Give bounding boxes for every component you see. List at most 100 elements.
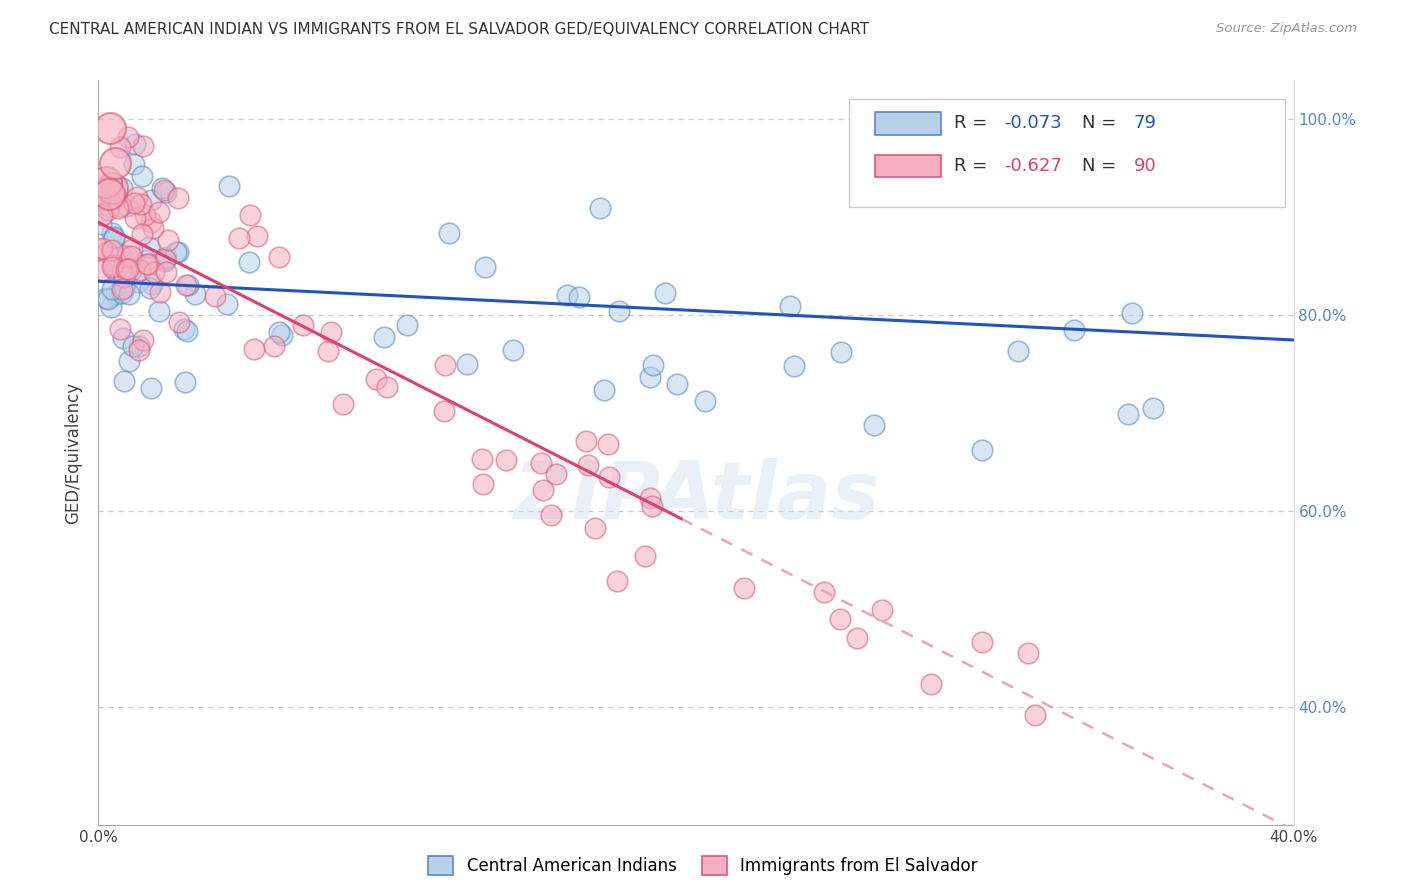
Point (530, 456, 553, 470)
Text: R =: R = (955, 114, 993, 133)
Point (173, 376, 195, 390)
Point (596, 437, 619, 451)
Point (132, 333, 155, 347)
Text: N =: N = (1083, 157, 1122, 175)
Point (316, 343, 339, 358)
Point (118, 353, 141, 368)
Point (153, 252, 176, 266)
Point (830, 344, 852, 359)
Point (217, 297, 239, 311)
Point (239, 208, 262, 222)
Point (91, 241, 114, 255)
Point (108, 140, 131, 154)
Point (654, 286, 676, 301)
Point (117, 129, 139, 144)
Point (98, 186, 121, 200)
Point (173, 321, 195, 335)
Point (90, 190, 112, 204)
Point (246, 228, 269, 243)
Point (972, 442, 994, 457)
Point (115, 275, 138, 289)
Point (111, 264, 134, 278)
Point (218, 178, 240, 193)
Point (128, 343, 150, 358)
Point (167, 191, 190, 205)
Point (107, 201, 129, 215)
Point (167, 314, 190, 328)
Point (115, 249, 138, 263)
Point (120, 248, 142, 262)
Point (693, 394, 716, 409)
Point (148, 205, 170, 219)
Text: ZIPAtlas: ZIPAtlas (513, 458, 879, 536)
Point (90, 217, 112, 231)
Point (373, 330, 395, 344)
Point (779, 299, 801, 313)
Point (141, 215, 163, 229)
Point (139, 381, 162, 395)
Point (531, 483, 554, 497)
Point (271, 328, 294, 343)
Point (641, 500, 664, 514)
Point (263, 339, 285, 353)
Point (782, 359, 804, 374)
Point (141, 193, 163, 207)
Point (142, 220, 165, 235)
Point (100, 260, 122, 274)
Point (638, 370, 661, 384)
Point (122, 255, 145, 269)
Point (643, 359, 665, 373)
Point (813, 585, 835, 599)
Point (607, 304, 630, 318)
Point (136, 257, 159, 271)
Point (141, 277, 163, 291)
Point (111, 282, 134, 296)
Point (98, 120, 121, 135)
Point (104, 287, 127, 301)
Point (98, 199, 121, 213)
Point (176, 324, 198, 338)
Point (972, 635, 994, 649)
Point (129, 262, 152, 277)
Point (267, 326, 290, 340)
Point (150, 181, 173, 195)
Point (101, 179, 124, 194)
Text: CENTRAL AMERICAN INDIAN VS IMMIGRANTS FROM EL SALVADOR GED/EQUIVALENCY CORRELATI: CENTRAL AMERICAN INDIAN VS IMMIGRANTS FR… (49, 22, 869, 37)
Point (167, 244, 190, 259)
Point (640, 491, 662, 505)
Point (665, 376, 688, 391)
Point (101, 258, 124, 272)
Point (117, 262, 139, 277)
Point (104, 263, 127, 277)
Point (828, 612, 851, 626)
Point (122, 196, 145, 211)
Point (111, 331, 134, 345)
Point (112, 374, 135, 388)
Point (733, 581, 755, 595)
Point (568, 290, 591, 304)
Point (364, 372, 387, 386)
Point (606, 574, 628, 588)
Point (1063, 323, 1085, 337)
Y-axis label: GED/Equivalency: GED/Equivalency (65, 382, 83, 524)
FancyBboxPatch shape (849, 99, 1285, 207)
Point (439, 226, 461, 240)
Text: 79: 79 (1133, 114, 1156, 133)
Point (434, 358, 457, 372)
Point (243, 342, 266, 356)
Point (121, 243, 143, 257)
Point (131, 197, 153, 211)
Point (131, 169, 153, 184)
Point (555, 288, 578, 302)
Point (149, 285, 172, 299)
Point (139, 280, 162, 294)
Point (104, 156, 127, 170)
Point (598, 469, 620, 483)
Point (204, 288, 226, 302)
Point (100, 300, 122, 314)
Point (103, 230, 125, 244)
Point (1121, 306, 1143, 320)
Point (127, 275, 149, 289)
Point (332, 397, 354, 411)
FancyBboxPatch shape (876, 112, 941, 135)
